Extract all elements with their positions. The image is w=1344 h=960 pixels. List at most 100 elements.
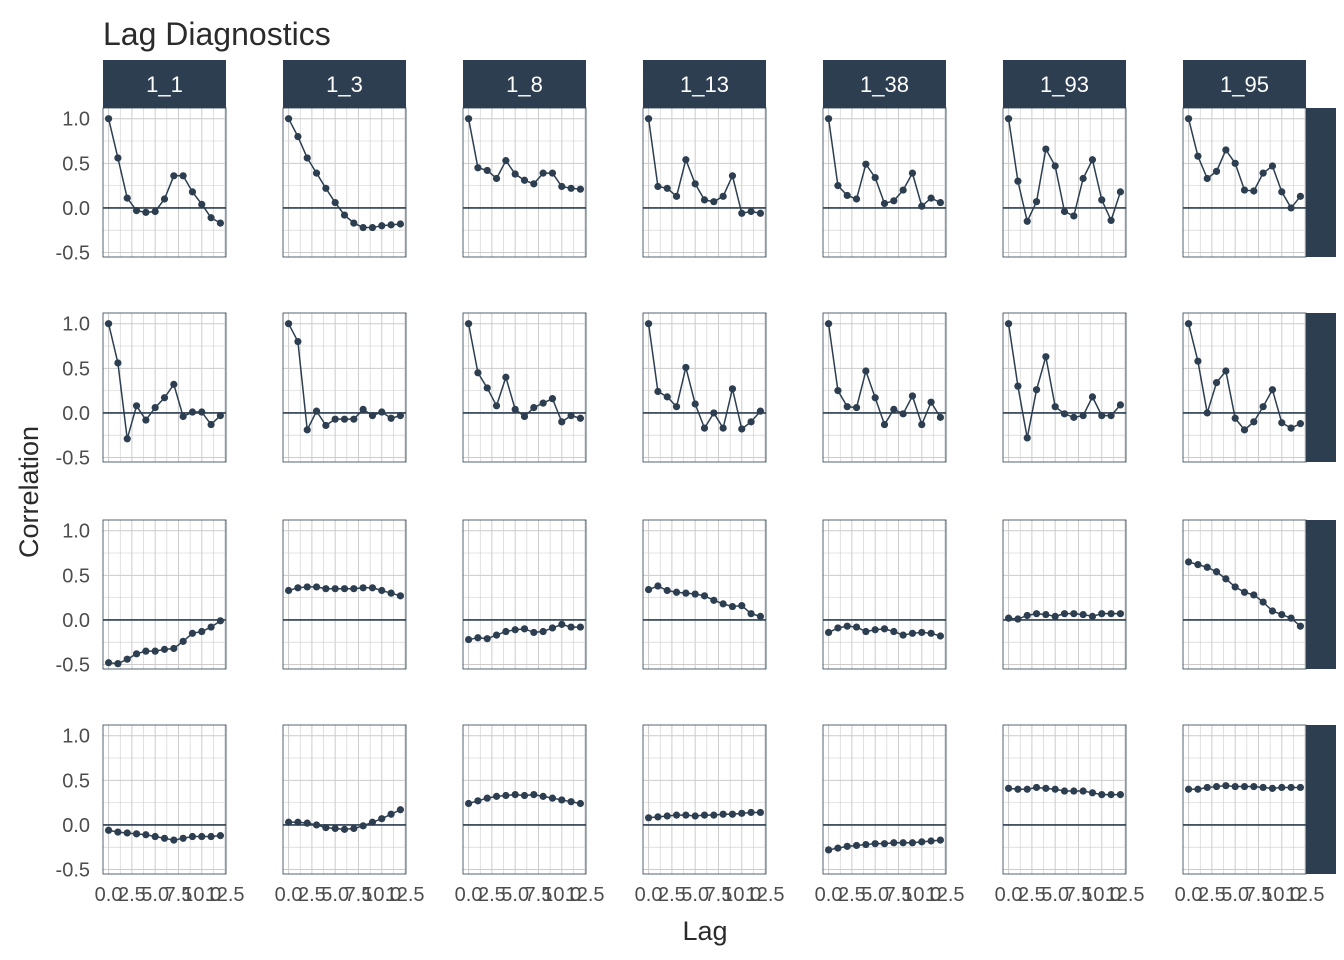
- data-point: [880, 420, 889, 429]
- panel-background: [283, 313, 406, 462]
- row-strip: [1306, 725, 1336, 874]
- data-point: [738, 425, 746, 433]
- data-point: [492, 631, 501, 639]
- x-tick-label: 7.5: [1245, 884, 1273, 906]
- data-point: [1184, 320, 1193, 328]
- facet-panel: [822, 107, 947, 258]
- data-point: [908, 392, 917, 400]
- data-point: [340, 211, 349, 219]
- panel-background: [463, 520, 586, 669]
- data-point: [1203, 783, 1211, 792]
- panel-background: [283, 520, 406, 669]
- data-point: [114, 154, 122, 162]
- panel-border: [102, 519, 227, 670]
- x-tick-label: 12.5: [386, 884, 425, 906]
- panel-border: [462, 724, 587, 875]
- data-point: [862, 160, 870, 168]
- data-point: [1278, 188, 1286, 196]
- data-point: [378, 815, 386, 823]
- data-point: [387, 810, 395, 818]
- data-point: [1222, 782, 1230, 790]
- y-tick-label: 1.0: [62, 314, 90, 336]
- data-point: [123, 194, 131, 202]
- data-point: [862, 840, 870, 849]
- data-point: [927, 629, 935, 637]
- data-point: [132, 650, 141, 658]
- data-point: [918, 420, 926, 429]
- data-point: [1004, 115, 1013, 123]
- data-point: [1212, 167, 1221, 175]
- data-point: [728, 385, 737, 393]
- y-axis-title: Correlation: [14, 426, 44, 558]
- data-point: [160, 195, 169, 203]
- panel-border: [102, 107, 227, 258]
- data-point: [1222, 146, 1230, 154]
- data-point: [1070, 212, 1078, 220]
- data-point: [862, 627, 870, 636]
- data-point: [350, 219, 358, 227]
- data-point: [576, 623, 585, 631]
- data-point: [1107, 610, 1115, 618]
- column-strip-label: 1_3: [326, 72, 363, 97]
- data-point: [1070, 787, 1078, 795]
- data-point: [142, 416, 150, 424]
- data-point: [170, 380, 178, 388]
- data-point: [1231, 159, 1239, 167]
- data-point: [1004, 320, 1013, 328]
- data-point: [207, 623, 215, 631]
- data-point: [936, 198, 945, 207]
- data-point: [756, 209, 765, 217]
- data-point: [483, 384, 491, 392]
- data-point: [1098, 610, 1106, 618]
- data-point: [654, 582, 662, 590]
- data-point: [899, 839, 907, 847]
- data-point: [312, 169, 321, 177]
- data-point: [207, 214, 215, 222]
- data-point: [114, 359, 122, 367]
- data-point: [890, 839, 898, 847]
- data-point: [474, 164, 482, 172]
- column-strip: [823, 60, 946, 108]
- data-point: [719, 810, 727, 818]
- x-tick-label: 10.0: [902, 884, 941, 906]
- data-point: [474, 797, 482, 805]
- data-point: [558, 620, 566, 628]
- data-point: [843, 191, 851, 200]
- panel-background: [643, 725, 766, 874]
- data-point: [1250, 782, 1258, 791]
- facet-panel: [1002, 724, 1127, 875]
- data-point: [350, 585, 358, 593]
- panel-border: [642, 519, 767, 670]
- facet-grid: 1_11_31_81_131_381_931_95-0.50.00.51.0AC…: [56, 60, 1336, 906]
- data-point: [880, 625, 889, 633]
- data-point: [179, 834, 187, 842]
- x-tick-label: 12.5: [566, 884, 605, 906]
- data-point: [834, 387, 842, 395]
- data-point: [756, 808, 765, 817]
- column-strip: [103, 60, 226, 108]
- data-point: [294, 132, 302, 141]
- y-tick-label: 0.5: [62, 770, 90, 792]
- data-point: [567, 623, 575, 631]
- data-point: [871, 626, 879, 634]
- facet-panel: [1002, 519, 1127, 670]
- data-point: [908, 169, 917, 177]
- column-strip-label: 1_13: [680, 72, 729, 97]
- facet-panel: [642, 312, 767, 463]
- data-point: [936, 836, 945, 844]
- data-point: [927, 194, 935, 202]
- facet-panel: [462, 724, 587, 875]
- data-point: [700, 196, 709, 204]
- data-point: [142, 831, 150, 839]
- data-point: [198, 627, 206, 636]
- x-tick-label: 5.0: [1041, 884, 1069, 906]
- x-tick-label: 12.5: [206, 884, 245, 906]
- data-point: [483, 166, 491, 175]
- x-tick-label: 5.0: [681, 884, 709, 906]
- data-point: [1259, 403, 1267, 411]
- x-tick-label: 10.0: [542, 884, 581, 906]
- facet-panel: [102, 107, 227, 258]
- x-tick-label: 10.0: [182, 884, 221, 906]
- data-point: [132, 207, 141, 215]
- column-strip-label: 1_93: [1040, 72, 1089, 97]
